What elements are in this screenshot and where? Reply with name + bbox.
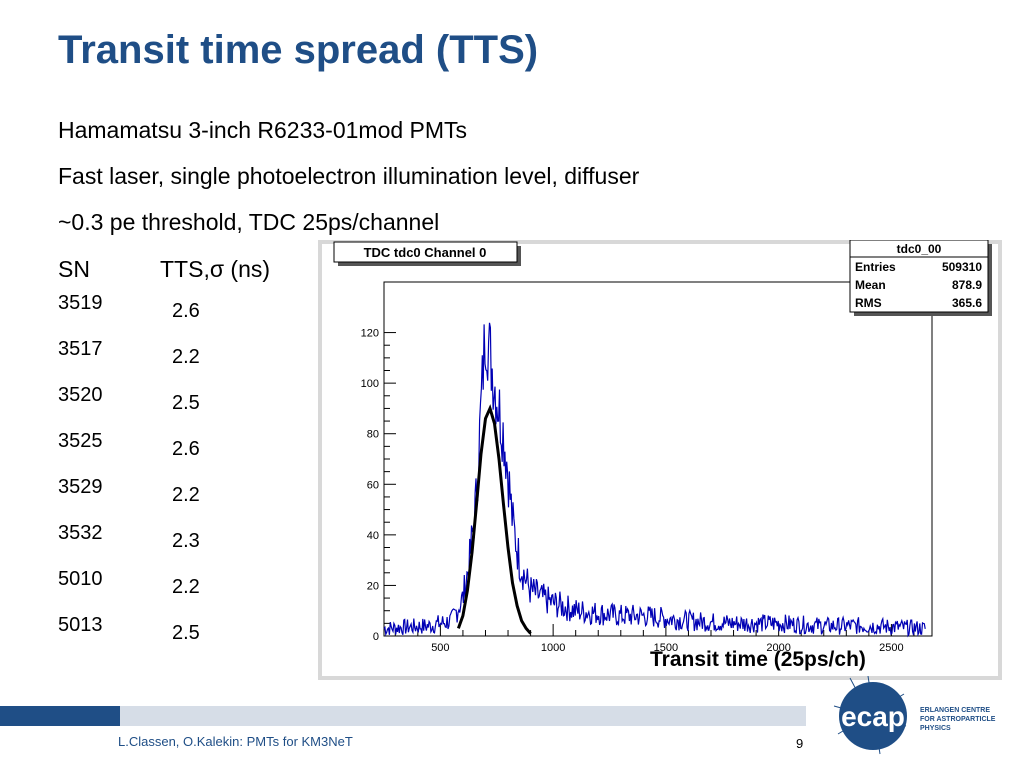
logo-circle-icon [839,682,907,750]
logo-line-2: FOR ASTROPARTICLE [920,716,996,723]
x-tick-label: 2500 [879,642,903,654]
table-header-sn: SN [58,256,90,282]
histogram-title: TDC tdc0 Channel 0 [364,245,487,260]
stats-label-mean: Mean [855,278,886,292]
bullet-threshold: ~0.3 pe threshold, TDC 25ps/channel [58,209,440,235]
row-sn: 3532 [58,522,103,544]
stats-value-entries: 509310 [942,260,982,274]
x-tick-label: 500 [431,642,449,654]
row-sn: 3525 [58,430,103,452]
row-tts: 2.2 [172,346,200,368]
row-sn: 3529 [58,476,103,498]
y-tick-label: 20 [367,580,379,592]
bullet-laser: Fast laser, single photoelectron illumin… [58,163,640,189]
logo-line-1: ERLANGEN CENTRE [920,707,990,714]
row-tts: 2.2 [172,484,200,506]
table-row: 3517 2.2 [58,338,258,368]
row-sn: 5013 [58,614,103,636]
row-sn: 3520 [58,384,103,406]
row-sn: 5010 [58,568,103,590]
x-tick-label: 1500 [654,642,678,654]
table-row: 3529 2.2 [58,476,258,506]
logo-line-3: PHYSICS [920,725,951,732]
footer-authors: L.Classen, O.Kalekin: PMTs for KM3NeT [118,734,353,749]
y-tick-label: 120 [361,328,379,340]
gaussian-fit-curve [456,404,532,635]
row-tts: 2.6 [172,438,200,460]
bullet-pmt-type: Hamamatsu 3-inch R6233-01mod PMTs [58,117,468,143]
y-tick-label: 0 [373,631,379,643]
row-tts: 2.2 [172,576,200,598]
row-tts: 2.5 [172,392,200,414]
histogram-title-box: TDC tdc0 Channel 0 [333,241,521,266]
ecap-logo: ecap ERLANGEN CENTRE FOR ASTROPARTICLE P… [833,676,996,755]
table-row: 3520 2.5 [58,384,258,414]
x-axis-caption: Transit time (25ps/ch) [650,648,866,671]
stats-box: tdc0_00 Entries 509310 Mean 878.9 RMS 36… [849,240,992,316]
table-row: 5010 2.2 [58,568,258,598]
y-tick-label: 40 [367,530,379,542]
table-row: 5013 2.5 [58,614,258,644]
y-tick-label: 100 [361,378,379,390]
table-header-tts: TTS,σ (ns) [160,256,271,282]
stats-box-name: tdc0_00 [897,242,942,256]
stats-label-entries: Entries [855,260,896,274]
slide-title: Transit time spread (TTS) [58,28,539,72]
y-tick-label: 80 [367,429,379,441]
row-tts: 2.5 [172,622,200,644]
row-tts: 2.6 [172,300,200,322]
row-tts: 2.3 [172,530,200,552]
page-number: 9 [796,736,804,751]
footer-bar [120,706,806,726]
stats-label-rms: RMS [855,296,882,310]
table-row: 3525 2.6 [58,430,258,460]
stats-value-mean: 878.9 [952,278,982,292]
logo-text: ecap [841,701,905,732]
row-sn: 3519 [58,292,103,314]
table-row: 3519 2.6 [58,292,258,322]
footer-accent-bar [0,706,120,726]
x-tick-label: 2000 [766,642,790,654]
row-sn: 3517 [58,338,103,360]
table-row: 3532 2.3 [58,522,258,552]
x-tick-label: 1000 [541,642,565,654]
tdc-histogram-plot: 0 20 40 60 80 100 120 500 1000 1500 2000 2500 TDC t… [318,240,1002,680]
y-tick-label: 60 [367,479,379,491]
stats-value-rms: 365.6 [952,296,982,310]
